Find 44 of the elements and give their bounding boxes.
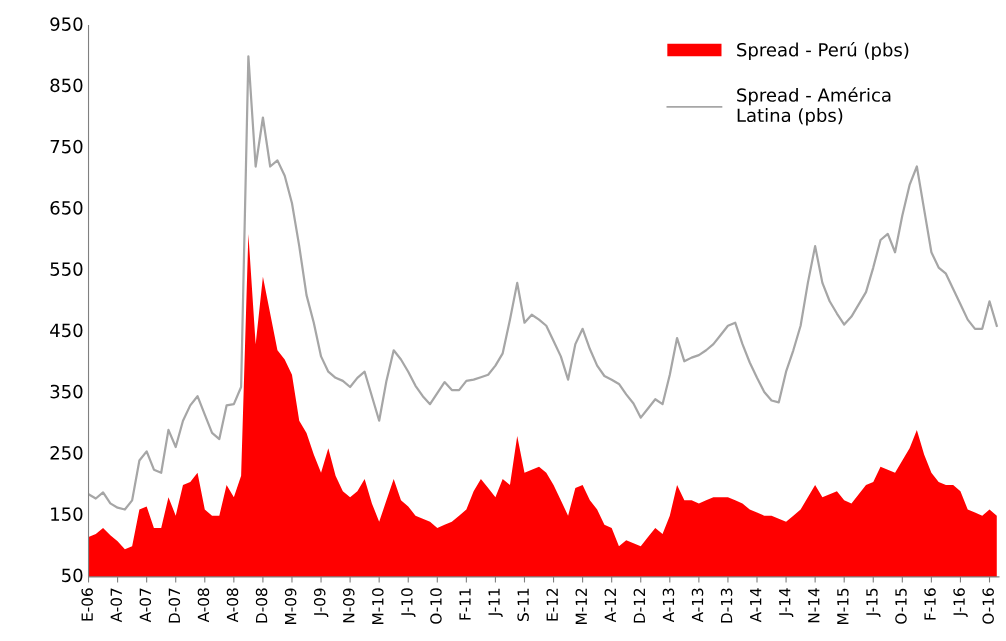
x-tick-label: D-12 <box>633 588 645 623</box>
x-tick-label: J-16 <box>953 588 968 618</box>
x-tick-label: A-07 <box>110 588 123 623</box>
x-tick-label: A-14 <box>750 588 762 623</box>
x-tick-label: A-07 <box>139 588 152 623</box>
x-tick-label: J-09 <box>313 588 329 618</box>
x-tick-label: A-08 <box>226 588 239 623</box>
x-tick-label: O-15 <box>895 588 907 624</box>
x-tick-label: M-15 <box>837 588 849 624</box>
x-tick-label: A-12 <box>604 588 616 623</box>
x-tick-label: J-11 <box>488 588 503 618</box>
y-tick-label: 150 <box>51 507 83 521</box>
x-tick-label: M-09 <box>284 588 297 624</box>
x-tick-label: A-13 <box>662 588 675 623</box>
y-tick-label: 750 <box>50 139 83 154</box>
y-tick-label: 50 <box>62 568 83 583</box>
x-tick-label: M-12 <box>575 588 587 624</box>
x-tick-label: J-14 <box>779 588 794 618</box>
x-tick-label: F-16 <box>924 588 936 620</box>
x-tick-label: E-06 <box>81 588 93 621</box>
x-tick-label: F-11 <box>459 588 471 620</box>
y-tick-label: 950 <box>50 17 83 31</box>
x-tick-label: D-13 <box>720 588 733 623</box>
y-tick-label: 250 <box>50 445 83 460</box>
x-tick-label: O-10 <box>430 588 442 624</box>
x-tick-label: O-16 <box>982 588 994 624</box>
x-tick-label: D-08 <box>255 588 268 623</box>
legend-label: Spread - América Latina (pbs) <box>737 87 891 126</box>
y-tick-label: 650 <box>50 200 83 215</box>
legend-label: Spread - Perú (pbs) <box>737 41 909 61</box>
x-tick-label: N-09 <box>342 588 355 623</box>
y-tick-label: 550 <box>50 262 83 276</box>
x-tick-label: A-08 <box>197 588 210 623</box>
x-tick-label: S-11 <box>517 588 529 621</box>
y-tick-label: 350 <box>50 384 83 399</box>
x-tick-label: A-13 <box>691 588 704 623</box>
x-tick-label: M-10 <box>372 588 384 624</box>
x-tick-label: J-15 <box>866 588 881 618</box>
x-tick-label: N-14 <box>808 588 820 623</box>
x-tick-label: D-07 <box>168 588 181 623</box>
y-tick-label: 450 <box>50 323 83 338</box>
y-tick-label: 850 <box>50 78 83 93</box>
x-tick-label: E-12 <box>546 588 558 621</box>
x-tick-label: J-10 <box>401 588 416 618</box>
